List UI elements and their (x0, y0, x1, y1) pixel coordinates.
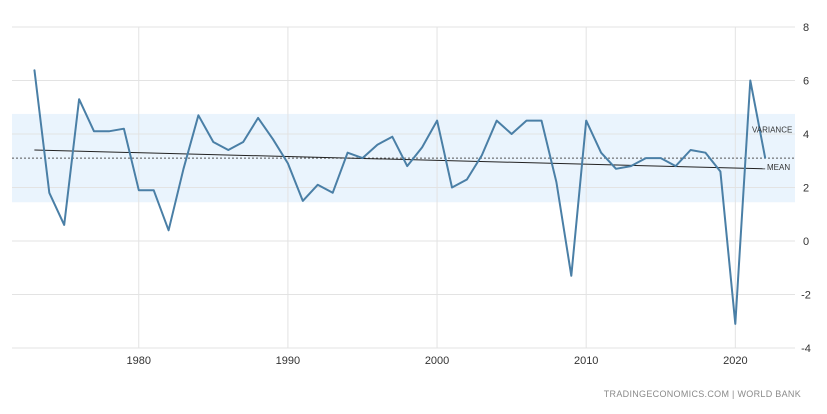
data-point (421, 146, 423, 148)
data-point (645, 157, 647, 159)
data-point (33, 69, 35, 71)
y-tick-label: 8 (803, 22, 809, 34)
data-point (734, 323, 736, 325)
y-tick-label: 0 (803, 236, 809, 248)
x-tick-label: 2020 (723, 355, 747, 367)
data-point (287, 162, 289, 165)
variance-label: VARIANCE (752, 126, 792, 135)
data-point (630, 165, 632, 167)
data-point (719, 170, 722, 173)
data-point (317, 184, 319, 186)
data-point (600, 152, 602, 154)
y-tick-label: 2 (803, 183, 809, 195)
data-point (78, 98, 80, 100)
data-point (257, 117, 259, 119)
data-point (481, 154, 483, 156)
data-point (660, 157, 662, 159)
data-point (555, 181, 557, 183)
data-point (197, 114, 200, 116)
data-point (123, 128, 125, 130)
data-point (466, 178, 468, 181)
data-point (93, 130, 95, 132)
data-point (540, 120, 543, 122)
y-tick-label: 4 (803, 129, 809, 141)
mean-label: MEAN (767, 163, 790, 172)
data-point (63, 224, 65, 226)
data-point (436, 120, 438, 122)
data-point (227, 149, 229, 151)
data-point (168, 229, 170, 231)
x-tick-label: 2010 (574, 355, 598, 367)
data-point (391, 136, 393, 138)
data-point (361, 157, 364, 159)
x-tick-label: 1980 (127, 355, 151, 367)
series-line (33, 69, 767, 325)
data-point (48, 192, 50, 194)
x-tick-label: 1990 (276, 355, 300, 367)
data-point (212, 141, 214, 143)
data-point (764, 157, 766, 159)
data-point (346, 152, 349, 154)
data-point (272, 138, 274, 140)
data-point (332, 192, 334, 194)
data-point (376, 144, 378, 146)
y-tick-label: -4 (801, 343, 811, 355)
y-tick-label: 6 (803, 76, 809, 88)
data-point (242, 141, 244, 143)
data-point (615, 168, 617, 170)
data-point (108, 130, 110, 132)
data-point (406, 165, 408, 167)
data-point (690, 149, 692, 151)
data-point (525, 120, 528, 122)
source-credit: TRADINGECONOMICS.COM | WORLD BANK (603, 389, 801, 399)
data-point (451, 186, 453, 189)
data-point (138, 189, 140, 191)
data-point (496, 120, 498, 122)
data-point (182, 168, 185, 170)
data-point (153, 189, 155, 191)
y-tick-label: -2 (801, 290, 811, 302)
data-point (585, 120, 587, 122)
x-tick-label: 2000 (425, 355, 449, 367)
data-point (570, 275, 572, 277)
data-point (675, 165, 677, 167)
trend-line (34, 149, 766, 170)
data-point (704, 152, 707, 154)
data-point (302, 200, 304, 202)
data-point (511, 133, 513, 135)
data-point (749, 79, 751, 82)
